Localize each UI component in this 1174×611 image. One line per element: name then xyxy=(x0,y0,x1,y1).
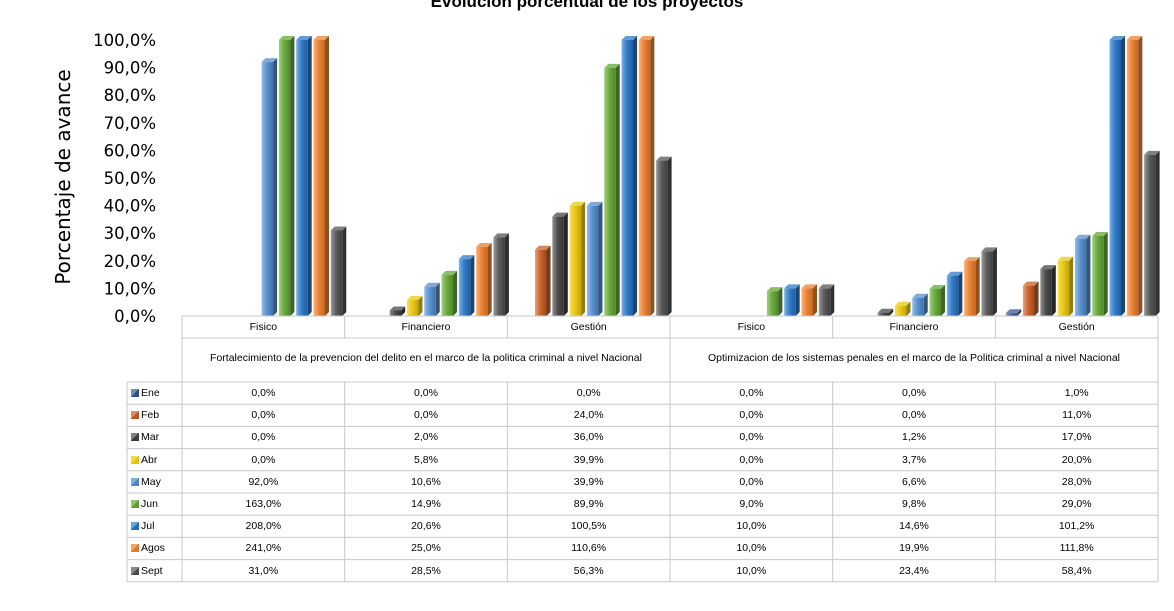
y-tick-label: 70,0% xyxy=(104,114,156,133)
bar-sept-5 xyxy=(981,247,997,316)
bar-feb-6 xyxy=(1023,281,1039,316)
bar-abr-5 xyxy=(894,301,911,316)
y-tick-label: 100,0% xyxy=(93,31,156,50)
bar-may-6 xyxy=(1074,234,1091,316)
bar-may-1 xyxy=(261,58,278,316)
bar-mar-6 xyxy=(1040,265,1056,316)
y-tick-label: 40,0% xyxy=(104,197,156,216)
bar-abr-6 xyxy=(1057,256,1074,316)
bar-sept-2 xyxy=(493,233,509,316)
y-tick-label: 80,0% xyxy=(104,86,156,105)
bar-abr-2 xyxy=(406,295,423,316)
bar-jun-2 xyxy=(441,270,458,316)
bar-agos-6 xyxy=(1126,36,1143,316)
bar-jun-1 xyxy=(278,36,295,316)
y-tick-label: 10,0% xyxy=(104,279,156,298)
bar-agos-5 xyxy=(964,257,980,316)
bar-jul-3 xyxy=(621,36,638,316)
bar-agos-4 xyxy=(801,284,817,316)
bar-mar-3 xyxy=(552,212,568,316)
bar-jun-6 xyxy=(1092,231,1108,316)
y-tick-label: 0,0% xyxy=(114,307,156,326)
bar-agos-3 xyxy=(638,36,655,316)
y-tick-label: 20,0% xyxy=(104,252,156,271)
bar-jul-1 xyxy=(296,36,312,316)
bar-jun-4 xyxy=(766,287,783,316)
chart-title: Evolución porcentual de los proyectos xyxy=(430,0,744,11)
data-table-grid xyxy=(126,315,1159,583)
bar-jul-5 xyxy=(946,271,963,316)
bar-agos-2 xyxy=(476,243,492,316)
y-tick-label: 30,0% xyxy=(104,224,156,243)
bar-feb-3 xyxy=(535,245,551,316)
bar-mar-5 xyxy=(877,308,894,316)
bar-sept-1 xyxy=(330,226,347,316)
bar-sept-3 xyxy=(656,156,672,316)
bar-sept-6 xyxy=(1144,150,1160,316)
bar-jul-4 xyxy=(784,284,800,316)
bars xyxy=(261,36,1160,316)
bar-jun-3 xyxy=(604,63,620,316)
bar-ene-6 xyxy=(1005,309,1022,316)
bar-mar-2 xyxy=(389,306,406,316)
bar-may-2 xyxy=(424,282,440,316)
bar-agos-1 xyxy=(313,36,329,316)
bar-jul-2 xyxy=(458,255,475,316)
bar-jul-6 xyxy=(1109,36,1126,316)
y-axis-ticks: 0,0% 10,0% 20,0% 30,0% 40,0% 50,0% 60,0% 70,0% 8… xyxy=(93,31,156,326)
y-tick-label: 90,0% xyxy=(104,59,156,78)
bar-may-5 xyxy=(912,293,928,316)
bar-jun-5 xyxy=(929,284,946,316)
bar-abr-3 xyxy=(569,201,586,316)
bar-may-3 xyxy=(586,201,603,316)
y-tick-label: 60,0% xyxy=(104,141,156,160)
bar-sept-4 xyxy=(818,284,835,316)
y-tick-label: 50,0% xyxy=(104,169,156,188)
